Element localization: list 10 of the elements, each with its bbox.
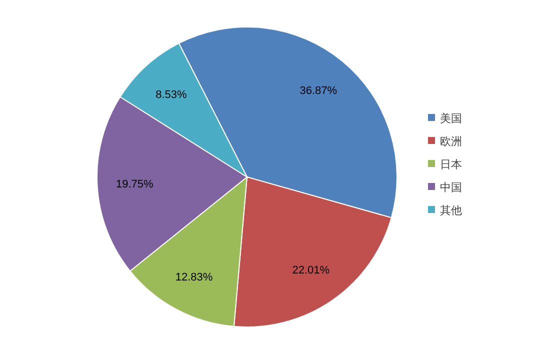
data-label: 19.75% xyxy=(116,178,154,190)
legend-label: 日本 xyxy=(440,158,462,171)
legend-label: 中国 xyxy=(440,181,462,194)
data-label: 22.01% xyxy=(292,264,330,277)
legend-label: 其他 xyxy=(440,204,462,217)
legend-label: 欧洲 xyxy=(440,135,462,148)
data-label: 36.87% xyxy=(300,85,338,98)
data-label: 12.83% xyxy=(175,271,213,284)
legend-label: 美国 xyxy=(440,112,462,125)
data-label: 8.53% xyxy=(156,88,188,101)
